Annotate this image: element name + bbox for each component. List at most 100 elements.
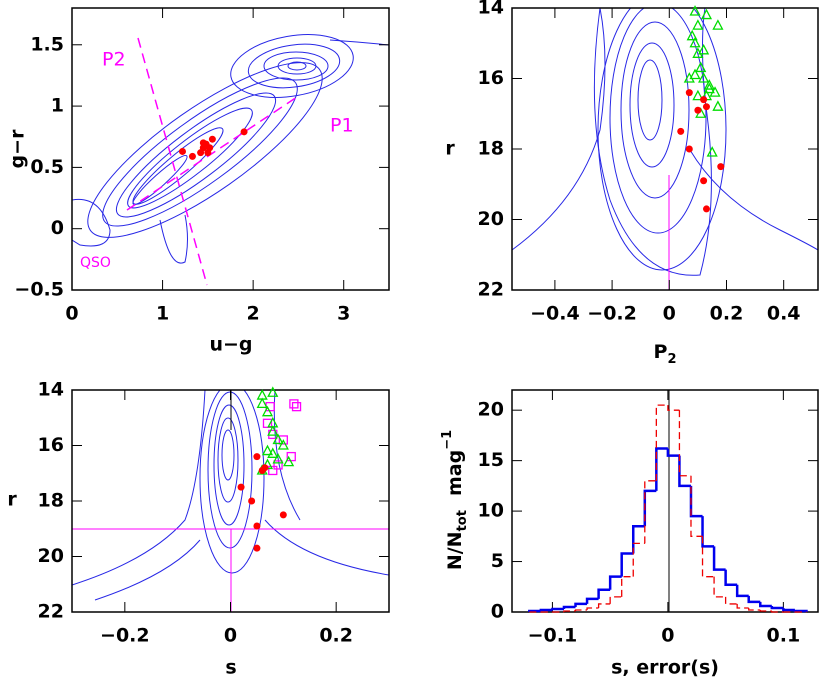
histogram-step [655, 447, 668, 491]
point [178, 147, 186, 155]
y-tick-label: 14 [38, 379, 64, 401]
point [685, 89, 693, 97]
point [258, 466, 266, 474]
x-tick-label: 0 [224, 625, 237, 647]
point [291, 401, 302, 412]
histogram-step [621, 576, 634, 597]
histogram-step [690, 475, 703, 537]
point [268, 465, 278, 476]
histogram-step [712, 546, 726, 571]
x-tick-label: 0 [65, 303, 78, 325]
histogram-step [736, 603, 749, 609]
y-tick-label: 15 [478, 449, 504, 471]
point [272, 433, 284, 445]
point [188, 152, 196, 160]
point [277, 439, 289, 450]
histogram-step [609, 596, 622, 604]
point [253, 544, 261, 552]
point [286, 451, 296, 462]
point [683, 72, 695, 83]
point [694, 106, 702, 114]
point [272, 452, 284, 464]
point [199, 139, 207, 147]
point [253, 453, 261, 461]
label-sup: −1 [440, 430, 455, 450]
x-tick-label: 0.4 [767, 303, 801, 325]
x-tick-label: 3 [337, 303, 350, 325]
plot-frame [511, 389, 819, 613]
histogram-step [539, 608, 553, 612]
point [702, 103, 710, 111]
x-axis-label: s [225, 657, 236, 679]
point [692, 19, 704, 30]
histogram-step [644, 480, 657, 544]
histogram-step [793, 609, 808, 613]
label-main: P [654, 341, 668, 363]
histogram-step [608, 575, 622, 590]
point [689, 36, 701, 48]
y-axis-label: g−r [7, 129, 29, 169]
histogram-step [759, 601, 772, 608]
point [279, 511, 287, 519]
label-unit: mag [444, 450, 466, 496]
point [677, 127, 685, 135]
point [717, 163, 725, 171]
point [240, 128, 248, 136]
point [700, 8, 713, 20]
point [689, 68, 701, 80]
histogram-step [678, 410, 691, 477]
y-tick-label: 1.5 [30, 33, 64, 55]
x-tick-label: −0.1 [528, 625, 578, 647]
label-sub: 2 [667, 352, 676, 367]
histogram-step [631, 524, 645, 554]
histogram-step [666, 448, 680, 457]
histogram-step [748, 607, 761, 611]
histogram-step [574, 609, 588, 611]
histogram-step [585, 597, 599, 604]
y-axis-label: N/Ntot mag−1 [440, 430, 470, 570]
point [208, 135, 216, 143]
point [702, 205, 710, 213]
x-axis-label: u−g [209, 334, 252, 356]
histogram-step [689, 485, 703, 518]
point [283, 455, 295, 467]
histogram-step [620, 552, 634, 577]
y-tick-label: 5 [491, 550, 504, 572]
y-tick-label: 0.5 [30, 156, 64, 178]
y-tick-label: 1 [51, 95, 64, 117]
contours [512, 8, 818, 276]
histogram-step [713, 576, 726, 598]
point [703, 82, 715, 94]
histogram-step [782, 607, 795, 612]
y-tick-label: −0.5 [14, 279, 64, 301]
point [261, 444, 274, 456]
x-tick-label: 0 [663, 303, 676, 325]
x-tick-label: 0.2 [710, 303, 744, 325]
histogram-step [735, 584, 749, 598]
histogram-step [551, 607, 564, 611]
point [686, 29, 698, 41]
y-tick-label: 18 [38, 490, 64, 512]
label-main: N/N [444, 531, 466, 570]
label-sub: tot [455, 510, 470, 531]
point [248, 497, 256, 505]
point [237, 483, 245, 491]
y-axis-label: r [7, 489, 17, 511]
x-axis-label: s, error(s) [611, 657, 719, 679]
histogram-step [574, 602, 588, 607]
histogram-step [724, 596, 738, 605]
histogram-step [632, 542, 645, 577]
histogram-step [667, 405, 680, 411]
y-tick-label: 14 [478, 0, 504, 19]
point [698, 72, 710, 83]
x-tick-label: −0.2 [100, 625, 150, 647]
x-tick-label: −0.2 [587, 303, 637, 325]
y-tick-label: 16 [38, 434, 64, 456]
x-tick-label: 1 [156, 303, 169, 325]
histogram-step [643, 489, 657, 527]
y-tick-label: 22 [478, 279, 504, 301]
y-tick-label: 0 [491, 601, 504, 623]
y-tick-label: 20 [38, 545, 64, 567]
histogram-step [770, 605, 784, 610]
point [267, 425, 279, 436]
